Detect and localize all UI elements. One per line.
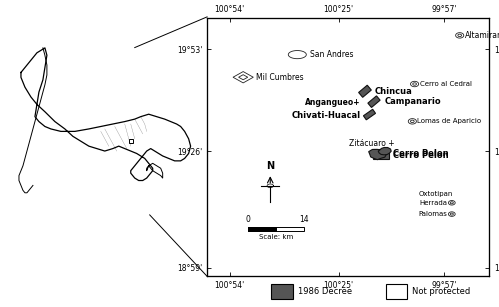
Text: Cerro Pelon: Cerro Pelon (393, 149, 449, 158)
Text: Angangueo+: Angangueo+ (305, 98, 360, 107)
Polygon shape (408, 119, 416, 124)
Bar (248, 227, 276, 231)
Text: San Andres: San Andres (310, 50, 353, 59)
Polygon shape (458, 34, 462, 37)
Polygon shape (450, 202, 453, 204)
Text: Cerro al Cedral: Cerro al Cedral (420, 81, 472, 87)
Polygon shape (288, 51, 306, 59)
Polygon shape (369, 150, 386, 160)
Text: 1986 Decree: 1986 Decree (298, 287, 352, 296)
Text: Altamirano: Altamirano (465, 31, 499, 40)
Text: Palomas: Palomas (419, 211, 447, 217)
Text: Campanario: Campanario (384, 97, 441, 106)
Polygon shape (411, 81, 419, 87)
Text: Chincua: Chincua (375, 87, 413, 96)
Text: Cerro Pelon: Cerro Pelon (393, 151, 449, 160)
Text: Herrada: Herrada (419, 200, 447, 206)
Polygon shape (449, 200, 455, 205)
Polygon shape (413, 83, 417, 85)
Text: 0: 0 (245, 215, 250, 224)
Polygon shape (411, 120, 414, 122)
Polygon shape (373, 149, 389, 159)
Text: Not protected: Not protected (412, 287, 470, 296)
Polygon shape (450, 213, 453, 215)
Text: Lomas de Aparicio: Lomas de Aparicio (417, 118, 482, 124)
Polygon shape (449, 212, 455, 216)
Bar (386, 284, 408, 299)
Text: Chivati-Huacal: Chivati-Huacal (291, 111, 360, 120)
Text: N: N (266, 161, 274, 171)
Polygon shape (233, 72, 253, 83)
Polygon shape (368, 96, 380, 107)
Text: Oxtotipan: Oxtotipan (419, 191, 453, 197)
Text: Zitácuaro +: Zitácuaro + (349, 138, 395, 148)
Text: Mil Cumbres: Mil Cumbres (256, 73, 304, 82)
Bar (248, 227, 304, 231)
Polygon shape (378, 147, 391, 155)
Polygon shape (363, 109, 376, 120)
Bar (271, 284, 293, 299)
Polygon shape (239, 75, 248, 80)
Text: Scale: km: Scale: km (259, 234, 293, 240)
Polygon shape (456, 33, 464, 38)
Text: 14: 14 (299, 215, 309, 224)
Polygon shape (359, 85, 371, 97)
